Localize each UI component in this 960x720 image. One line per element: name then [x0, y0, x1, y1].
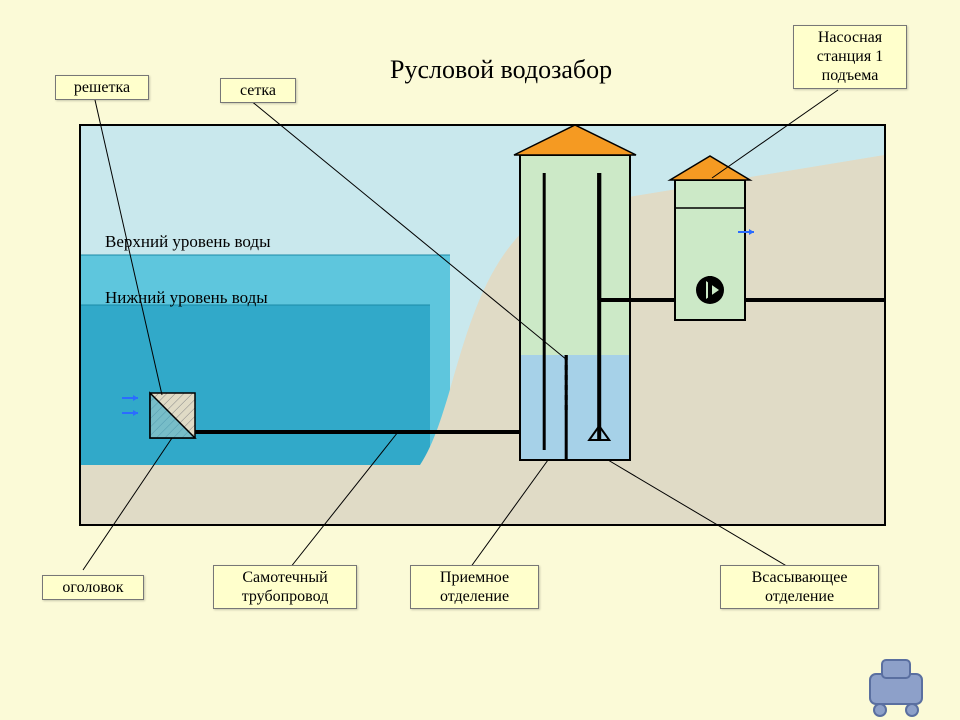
label-intake-section: Приемное отделение [410, 565, 539, 609]
upper-water-label: Верхний уровень воды [105, 232, 271, 252]
label-mesh: сетка [220, 78, 296, 103]
label-suction-section: Всасывающее отделение [720, 565, 879, 609]
label-gravity-pipe: Самотечный трубопровод [213, 565, 357, 609]
label-head: оголовок [42, 575, 144, 600]
label-grate: решетка [55, 75, 149, 100]
diagram-title: Русловой водозабор [390, 55, 612, 85]
water-intake-diagram [0, 0, 960, 720]
label-pump-station: Насосная станция 1 подъема [793, 25, 907, 89]
lower-water-label: Нижний уровень воды [105, 288, 268, 308]
